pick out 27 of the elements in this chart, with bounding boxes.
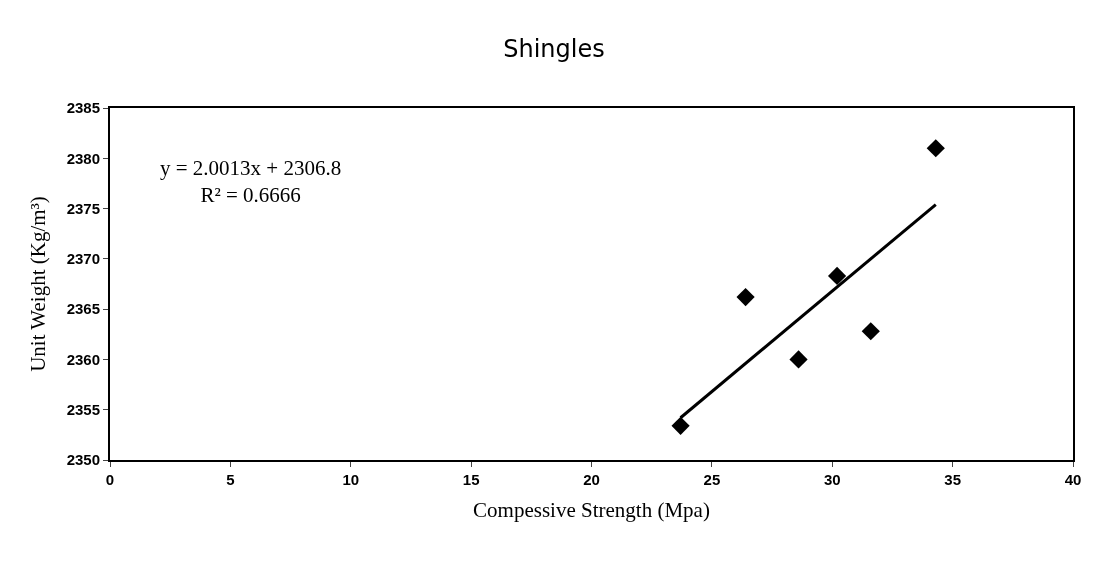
x-tick-label: 40 <box>1064 471 1082 488</box>
x-tick-label: 35 <box>944 471 961 488</box>
point <box>789 350 808 369</box>
y-axis-title: Unit Weight (Kg/m³) <box>26 196 51 372</box>
y-tick-label: 2355 <box>66 400 100 418</box>
y-tick-label: 2365 <box>66 300 100 318</box>
x-tick-label: 10 <box>342 471 360 488</box>
x-tick-label: 5 <box>226 471 235 488</box>
y-tick-label: 2370 <box>66 250 100 268</box>
x-tick-label: 15 <box>462 471 480 488</box>
x-tick-label: 25 <box>703 471 721 488</box>
y-tick-label: 2380 <box>66 149 100 167</box>
x-tick-label: 30 <box>823 471 841 488</box>
point <box>671 416 690 435</box>
chart-title: Shingles <box>503 34 605 63</box>
y-tick-label: 2350 <box>66 451 100 469</box>
y-tick-label: 2360 <box>66 350 100 368</box>
x-tick-label: 0 <box>105 471 115 488</box>
y-tick-label: 2375 <box>66 199 100 217</box>
point <box>926 139 945 158</box>
annotation: y = 2.0013x + 2306.8 R² = 0.6666 <box>160 156 342 208</box>
point <box>827 266 847 286</box>
point <box>861 322 880 341</box>
point <box>736 287 755 307</box>
x-tick-label: 20 <box>583 471 600 488</box>
y-tick-label: 2385 <box>66 99 100 117</box>
x-axis-title: Compessive Strength (Mpa) <box>473 497 710 522</box>
